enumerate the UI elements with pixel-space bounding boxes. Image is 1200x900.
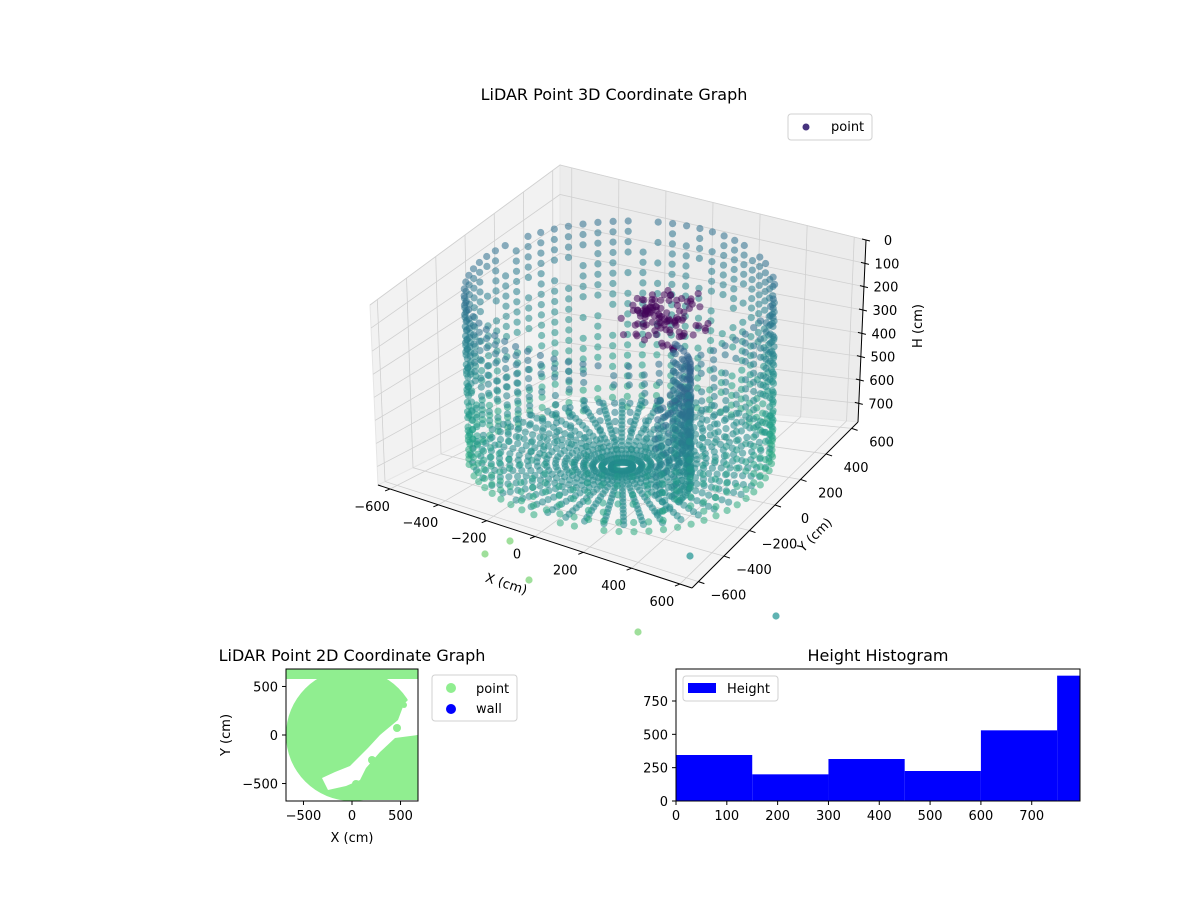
plot-2d-ylabel: Y (cm): [219, 714, 234, 757]
z-tick-label: 300: [873, 304, 898, 319]
histogram-bars: [676, 675, 1080, 801]
histogram-bar: [1057, 675, 1080, 801]
z-axis-label: H (cm): [911, 304, 926, 348]
y-tick-label: 0: [660, 795, 668, 810]
legend-2d-wall-label: wall: [476, 702, 502, 717]
x-tick-label: 400: [867, 809, 892, 824]
z-tick-label: 500: [870, 351, 895, 366]
x-tick-label: −600: [354, 500, 390, 515]
legend-2d: point wall: [431, 674, 518, 722]
points-2d: [286, 669, 418, 801]
histogram-bar: [676, 755, 753, 801]
y-tick-label: 400: [844, 461, 869, 476]
x-tick-label: 100: [714, 809, 739, 824]
z-tick-label: 700: [868, 397, 893, 412]
x-tick-label: −400: [403, 516, 439, 531]
points-3d: [460, 217, 780, 636]
histogram-title: Height Histogram: [808, 646, 949, 665]
y-tick-label: 500: [253, 680, 278, 695]
x-tick-label: 500: [918, 809, 943, 824]
ticks-2d: −500 −500 0 0 500 500: [242, 680, 413, 824]
histogram-bar: [828, 759, 905, 801]
y-tick-label: 750: [643, 695, 668, 710]
legend-point-marker: [446, 683, 456, 693]
z-tick-label: 0: [884, 234, 892, 249]
y-tick-label: 0: [270, 729, 278, 744]
plot-2d-xlabel: X (cm): [331, 831, 374, 846]
x-tick-label: 200: [553, 563, 578, 578]
x-axis-label: X (cm): [483, 571, 529, 599]
z-tick-label: 100: [875, 257, 900, 272]
legend-3d: point: [787, 113, 873, 141]
x-tick-label: 600: [968, 809, 993, 824]
y-tick-label: 200: [818, 486, 843, 501]
x-tick-label: 400: [601, 579, 626, 594]
y-tick-label: −500: [242, 778, 278, 793]
y-tick-label: −200: [762, 538, 798, 553]
y-tick-label: 250: [643, 762, 668, 777]
legend-point-marker: [802, 123, 810, 131]
histogram-bar: [980, 730, 1058, 801]
x-tick-label: 300: [816, 809, 841, 824]
z-tick-label: 200: [874, 281, 899, 296]
z-tick-label: 600: [869, 374, 894, 389]
legend-height-swatch: [688, 683, 716, 693]
y-tick-label: 600: [869, 435, 894, 450]
legend-wall-marker: [446, 704, 456, 714]
legend-histogram: Height: [682, 675, 779, 702]
legend-2d-point-label: point: [476, 682, 509, 697]
x-tick-label: −200: [451, 532, 487, 547]
y-tick-label: 500: [643, 728, 668, 743]
histogram-frame: [675, 668, 1081, 802]
x-tick-label: 700: [1019, 809, 1044, 824]
y-tick-label: −600: [711, 589, 747, 604]
legend-histogram-label: Height: [727, 682, 770, 697]
legend-3d-label: point: [831, 120, 864, 135]
z-tick-label: 400: [871, 327, 896, 342]
y-tick-label: 0: [801, 512, 809, 527]
plot-3d: LiDAR Point 3D Coordinate Graph −600 −400…: [354, 85, 926, 636]
x-tick-label: 200: [765, 809, 790, 824]
plot-2d: LiDAR Point 2D Coordinate Graph −500−500…: [219, 646, 518, 846]
x-tick-label: 0: [513, 548, 521, 563]
x-tick-label: 500: [388, 809, 413, 824]
z-axis-line: [857, 239, 867, 423]
histogram-bar: [904, 771, 981, 801]
x-tick-label: 0: [348, 809, 356, 824]
plot-2d-title: LiDAR Point 2D Coordinate Graph: [219, 646, 486, 665]
x-tick-label: 600: [650, 595, 675, 610]
histogram-bar: [752, 774, 829, 801]
plot-3d-title: LiDAR Point 3D Coordinate Graph: [481, 85, 748, 104]
y-tick-label: −400: [736, 563, 772, 578]
x-tick-label: −500: [286, 809, 322, 824]
plot-histogram: Height Histogram 0 100 200 300 400 500 600 7000…: [643, 646, 1081, 824]
x-tick-label: 0: [672, 809, 680, 824]
histogram-ticks: 0 100 200 300 400 500 600 700 0 250 500 750: [643, 695, 1044, 824]
